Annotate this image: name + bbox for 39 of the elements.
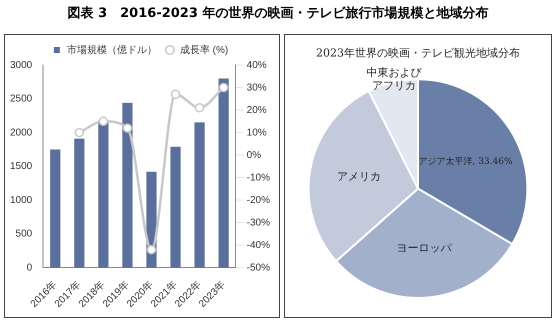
legend-label: 成長率 (%) <box>180 44 228 56</box>
bar <box>218 78 229 268</box>
point <box>146 244 156 254</box>
point <box>122 123 132 133</box>
y2-tick-label: 40% <box>246 60 267 71</box>
y2-tick-label: 30% <box>246 82 267 94</box>
slice-label: アメリカ <box>336 170 381 184</box>
y2-tick-label: 10% <box>246 127 267 138</box>
point <box>98 116 108 126</box>
slice-label: 中東およびアフリカ <box>366 66 422 92</box>
y-tick-label: 2000 <box>10 127 33 138</box>
point <box>74 128 84 138</box>
point <box>218 82 228 92</box>
y-tick-label: 2500 <box>10 94 33 105</box>
bar <box>98 120 108 268</box>
bar <box>74 138 84 268</box>
bar <box>194 122 205 268</box>
y-tick-label: 0 <box>26 262 33 274</box>
y2-tick-label: 20% <box>246 104 267 116</box>
y-tick-label: 3000 <box>10 60 33 71</box>
chart-title: 2023年世界の映画・テレビ観光地域分布 <box>316 46 520 60</box>
text: 図表 3 2016-2023 年の世界の映画・テレビ旅行市場規模と地域分布 <box>66 4 490 22</box>
bar <box>50 149 60 268</box>
bar <box>170 146 181 268</box>
slice-label: アジア太平洋, 33.46% <box>418 156 513 167</box>
y2-tick-label: -10% <box>246 172 270 184</box>
y2-tick-label: -20% <box>246 194 270 206</box>
y2-tick-label: -40% <box>246 240 270 251</box>
legend-label: 市場規模（億ドル） <box>66 44 157 56</box>
y-tick-label: 500 <box>16 228 33 240</box>
y2-tick-label: -50% <box>246 262 270 274</box>
y-tick-label: 1500 <box>10 161 33 172</box>
point <box>194 103 204 113</box>
y2-tick-label: 0% <box>246 150 262 161</box>
point <box>170 90 180 100</box>
bar <box>122 102 133 268</box>
y2-tick-label: -30% <box>246 217 270 228</box>
y-tick-label: 1000 <box>10 194 33 206</box>
slice-label: ヨーロッパ <box>396 241 452 254</box>
